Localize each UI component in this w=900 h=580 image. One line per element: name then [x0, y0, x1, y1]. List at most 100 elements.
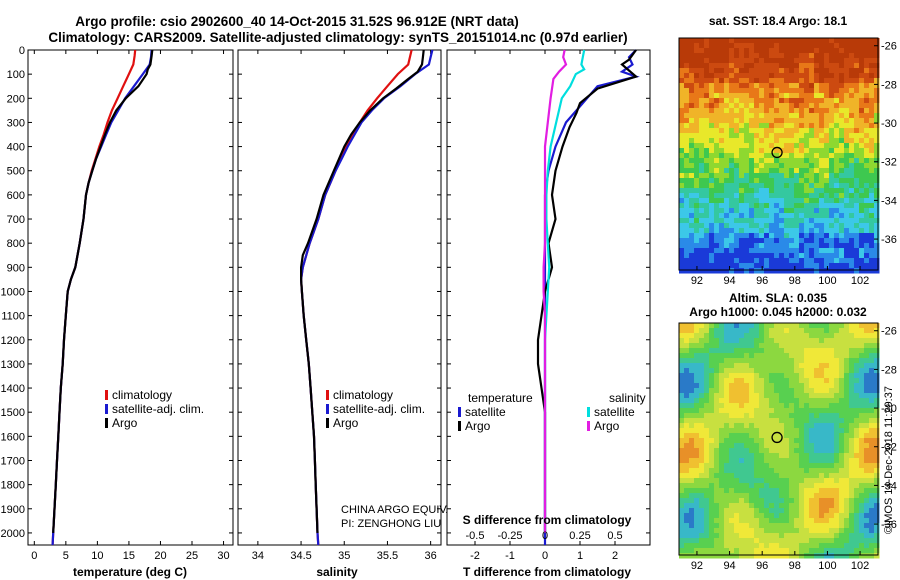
map-cell — [849, 388, 855, 394]
map-cell — [699, 398, 705, 404]
x-tick-label: 96 — [756, 275, 768, 287]
map-cell — [744, 353, 750, 359]
map-cell — [844, 503, 850, 509]
map-cell — [869, 158, 875, 164]
map-cell — [854, 528, 860, 534]
y-tick-label: -36 — [881, 234, 897, 246]
map-cell — [754, 253, 760, 259]
map-cell — [824, 373, 830, 379]
map-cell — [689, 338, 695, 344]
map-cell — [779, 153, 785, 159]
map-cell — [789, 463, 795, 469]
map-cell — [819, 378, 825, 384]
map-cell — [869, 428, 875, 434]
map-cell — [694, 503, 700, 509]
map-cell — [784, 483, 790, 489]
map-cell — [874, 443, 880, 449]
map-cell — [784, 133, 790, 139]
map-cell — [714, 543, 720, 549]
map-cell — [804, 463, 810, 469]
map-cell — [764, 258, 770, 264]
map-cell — [799, 168, 805, 174]
map-cell — [864, 543, 870, 549]
map-cell — [749, 493, 755, 499]
map-cell — [784, 148, 790, 154]
map-cell — [794, 388, 800, 394]
map-cell — [829, 258, 835, 264]
map-cell — [814, 153, 820, 159]
map-cell — [849, 253, 855, 259]
map-cell — [834, 438, 840, 444]
map-cell — [849, 418, 855, 424]
map-cell — [714, 188, 720, 194]
map-cell — [679, 508, 685, 514]
map-cell — [874, 338, 880, 344]
map-cell — [749, 118, 755, 124]
map-cell — [694, 438, 700, 444]
map-cell — [749, 83, 755, 89]
map-cell — [869, 128, 875, 134]
map-cell — [784, 123, 790, 129]
map-cell — [849, 403, 855, 409]
map-cell — [719, 38, 725, 44]
map-cell — [754, 543, 760, 549]
map-cell — [874, 53, 880, 59]
map-cell — [719, 498, 725, 504]
map-cell — [814, 328, 820, 334]
map-cell — [859, 268, 865, 274]
map-cell — [734, 508, 740, 514]
map-cell — [779, 203, 785, 209]
map-cell — [744, 178, 750, 184]
map-cell — [754, 433, 760, 439]
map-cell — [744, 263, 750, 269]
map-cell — [824, 243, 830, 249]
map-cell — [789, 113, 795, 119]
map-cell — [679, 98, 685, 104]
map-cell — [814, 543, 820, 549]
map-cell — [764, 158, 770, 164]
map-cell — [684, 473, 690, 479]
map-cell — [734, 193, 740, 199]
map-cell — [779, 208, 785, 214]
map-cell — [834, 43, 840, 49]
map-cell — [829, 233, 835, 239]
map-cell — [859, 218, 865, 224]
map-cell — [689, 433, 695, 439]
map-cell — [799, 453, 805, 459]
map-cell — [719, 343, 725, 349]
map-cell — [724, 98, 730, 104]
map-cell — [849, 353, 855, 359]
map-cell — [714, 268, 720, 274]
map-cell — [854, 208, 860, 214]
map-cell — [684, 408, 690, 414]
map-cell — [799, 548, 805, 554]
map-cell — [684, 63, 690, 69]
map-cell — [754, 118, 760, 124]
map-cell — [829, 123, 835, 129]
map-cell — [724, 338, 730, 344]
y-tick-label: 2000 — [1, 528, 25, 540]
map-cell — [729, 428, 735, 434]
map-cell — [809, 223, 815, 229]
map-cell — [694, 498, 700, 504]
map-cell — [789, 173, 795, 179]
map-cell — [764, 323, 770, 329]
map-cell — [714, 493, 720, 499]
x-tick-label-top: -0.5 — [466, 530, 485, 542]
map-cell — [719, 463, 725, 469]
map-cell — [854, 433, 860, 439]
map-cell — [839, 363, 845, 369]
map-cell — [849, 453, 855, 459]
map-cell — [754, 173, 760, 179]
map-cell — [764, 98, 770, 104]
map-cell — [779, 488, 785, 494]
map-cell — [694, 58, 700, 64]
map-cell — [844, 258, 850, 264]
map-cell — [824, 533, 830, 539]
map-cell — [829, 148, 835, 154]
map-cell — [869, 148, 875, 154]
map-cell — [799, 193, 805, 199]
map-cell — [769, 208, 775, 214]
map-cell — [769, 408, 775, 414]
map-cell — [694, 358, 700, 364]
